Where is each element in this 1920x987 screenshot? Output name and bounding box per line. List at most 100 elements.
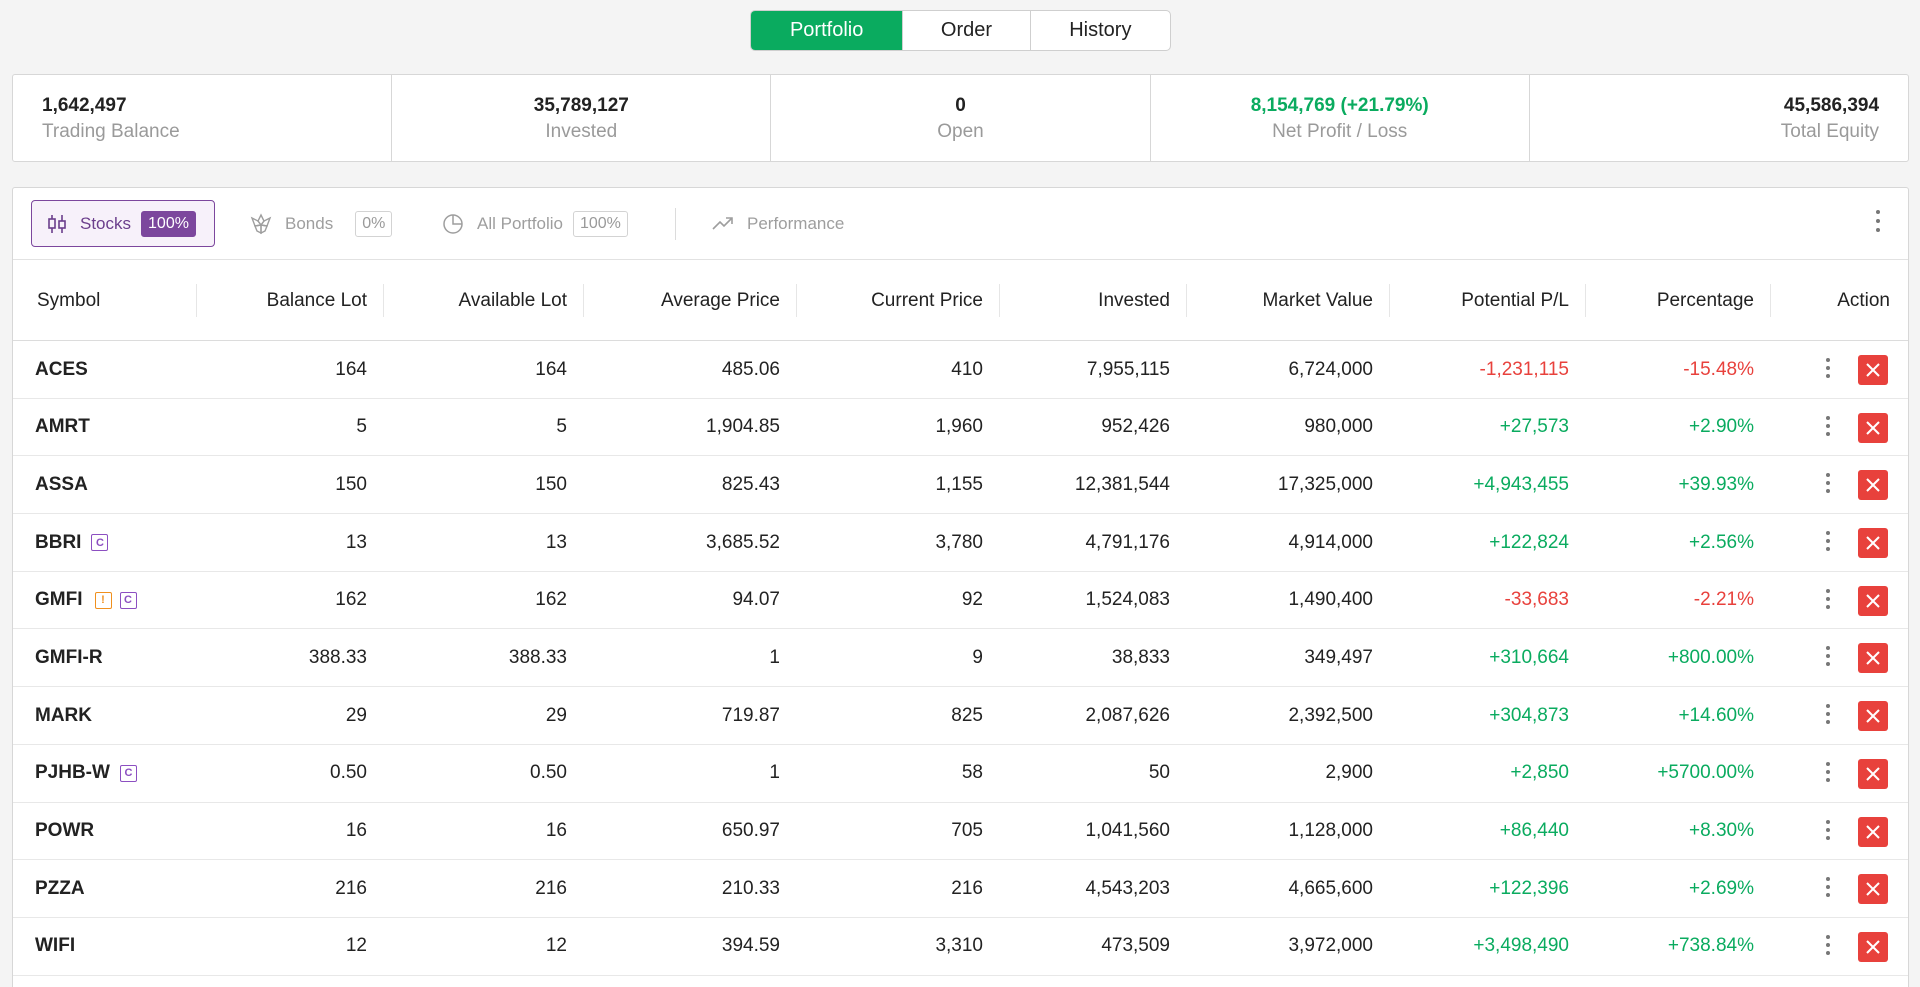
cell-symbol[interactable]: PZZA [35,860,85,917]
close-icon [1866,767,1880,781]
filter-stocks-label: Stocks [80,213,132,233]
cell-balance-lot: 164 [335,358,367,380]
cell-market-value: 2,392,500 [1288,704,1373,726]
table-row[interactable]: AMRT 5 5 1,904.85 1,960 952,426 980,000 +27,573… [13,399,1908,457]
tab-order[interactable]: Order [902,11,1029,50]
cell-symbol[interactable]: WIFI [35,918,75,975]
table-row[interactable]: GMFI! C 162 162 94.07 92 1,524,083 1,490,400 -33… [13,572,1908,630]
close-position-button[interactable] [1858,931,1888,962]
cell-symbol[interactable]: GMFI! C [35,572,137,629]
col-balance-lot[interactable]: Balance Lot [266,289,367,311]
col-potential-pl[interactable]: Potential P/L [1461,289,1569,311]
cell-balance-lot: 16 [345,820,367,841]
close-icon [1866,536,1880,550]
filter-all-pct: 100% [572,210,628,237]
close-position-button[interactable] [1858,874,1888,905]
cell-market-value: 6,724,000 [1288,358,1373,380]
col-symbol[interactable]: Symbol [37,289,101,311]
more-vertical-icon[interactable] [1826,646,1830,667]
close-position-button[interactable] [1858,528,1888,559]
cell-average-price: 3,685.52 [706,531,780,553]
more-vertical-icon[interactable] [1826,588,1830,609]
more-vertical-icon[interactable] [1826,819,1830,840]
more-vertical-icon[interactable] [1826,877,1830,898]
cell-balance-lot: 0.50 [330,762,367,784]
cell-symbol[interactable]: PJHB-W C [35,745,137,802]
col-available-lot[interactable]: Available Lot [458,289,567,311]
table-row[interactable]: POWR 16 16 650.97 705 1,041,560 1,128,000 +86,4… [13,803,1908,861]
tab-history[interactable]: History [1029,11,1170,50]
close-position-button[interactable] [1858,412,1888,443]
warning-badge: ! [94,591,112,609]
col-percentage[interactable]: Percentage [1656,289,1754,311]
close-position-button[interactable] [1858,643,1888,674]
filter-all-portfolio[interactable]: All Portfolio 100% [441,200,628,247]
col-invested[interactable]: Invested [1098,289,1170,311]
cell-potential-pl: +86,440 [1499,820,1569,841]
more-vertical-icon[interactable] [1826,415,1830,436]
table-row[interactable]: BBRI C 13 13 3,685.52 3,780 4,791,176 4,914,000… [13,514,1908,572]
cell-symbol[interactable]: BBRI C [35,514,109,571]
close-position-button[interactable] [1858,701,1888,732]
table-row[interactable]: PJHB-W C 0.50 0.50 1 58 50 2,900 +2,850 +5700.00% [13,745,1908,803]
col-average-price[interactable]: Average Price [661,289,780,311]
cell-average-price: 1 [769,646,780,668]
more-vertical-icon[interactable] [1826,934,1830,955]
table-row[interactable]: WIFI 12 12 394.59 3,310 473,509 3,972,000 +3,49… [13,918,1908,976]
cell-average-price: 825.43 [721,473,780,495]
close-position-button[interactable] [1858,470,1888,501]
cell-invested: 2,087,626 [1085,704,1170,726]
cell-available-lot: 12 [545,935,567,957]
table-row[interactable]: ACES 164 164 485.06 410 7,955,115 6,724,000 -1,… [13,341,1908,399]
more-vertical-icon[interactable] [1826,704,1830,725]
col-separator [583,284,584,317]
cell-percentage: +14.60% [1678,704,1754,726]
trend-up-icon [712,216,733,230]
cell-current-price: 58 [961,762,983,784]
close-position-button[interactable] [1858,355,1888,385]
cell-balance-lot: 388.33 [308,646,367,668]
filter-performance[interactable]: Performance [711,200,844,247]
close-position-button[interactable] [1858,585,1888,616]
cell-symbol[interactable]: ASSA [35,456,88,513]
cell-market-value: 4,665,600 [1288,877,1373,899]
c-badge: C [91,534,109,552]
cell-balance-lot: 162 [335,589,367,611]
filter-stocks[interactable]: Stocks 100% [31,200,215,247]
close-icon [1866,824,1880,839]
cell-percentage: +8.30% [1689,820,1754,841]
filter-bonds[interactable]: Bonds 0% [249,200,393,247]
close-icon [1866,420,1880,435]
cell-invested: 4,791,176 [1085,531,1170,553]
more-vertical-icon[interactable] [1826,473,1830,494]
summary-value: 1,642,497 [42,95,127,116]
cell-potential-pl: +122,824 [1489,531,1569,553]
cell-available-lot: 150 [535,473,567,495]
col-market-value[interactable]: Market Value [1262,289,1373,311]
table-row[interactable]: GMFI-R 388.33 388.33 1 9 38,833 349,497 +310,66… [13,629,1908,688]
cell-symbol[interactable]: MARK [35,687,92,744]
cell-symbol[interactable]: AMRT [35,399,90,456]
more-vertical-icon[interactable] [1826,761,1830,782]
table-row[interactable]: MARK 29 29 719.87 825 2,087,626 2,392,500 +304,… [13,687,1908,745]
cell-potential-pl: -1,231,115 [1479,358,1569,380]
cell-potential-pl: +304,873 [1489,704,1569,726]
cell-symbol[interactable]: GMFI-R [35,629,103,686]
cell-percentage: +5700.00% [1657,762,1754,784]
col-current-price[interactable]: Current Price [871,289,983,311]
more-vertical-icon[interactable] [1826,358,1830,378]
table-row[interactable]: ASSA 150 150 825.43 1,155 12,381,544 17,325,00… [13,456,1908,515]
close-position-button[interactable] [1858,816,1888,847]
more-vertical-icon[interactable] [1826,531,1830,552]
close-position-button[interactable] [1858,758,1888,789]
symbol-text: PJHB-W [35,762,110,784]
table-row[interactable]: PZZA 216 216 210.33 216 4,543,203 4,665,600 +12… [13,860,1908,918]
cell-invested: 12,381,544 [1074,473,1170,495]
close-icon [1866,363,1880,377]
col-action: Action [1837,289,1890,311]
cell-current-price: 410 [951,358,983,380]
cell-symbol[interactable]: ACES [35,341,88,398]
tab-portfolio[interactable]: Portfolio [751,11,903,50]
more-vertical-icon[interactable] [1876,210,1880,232]
cell-symbol[interactable]: POWR [35,803,94,860]
